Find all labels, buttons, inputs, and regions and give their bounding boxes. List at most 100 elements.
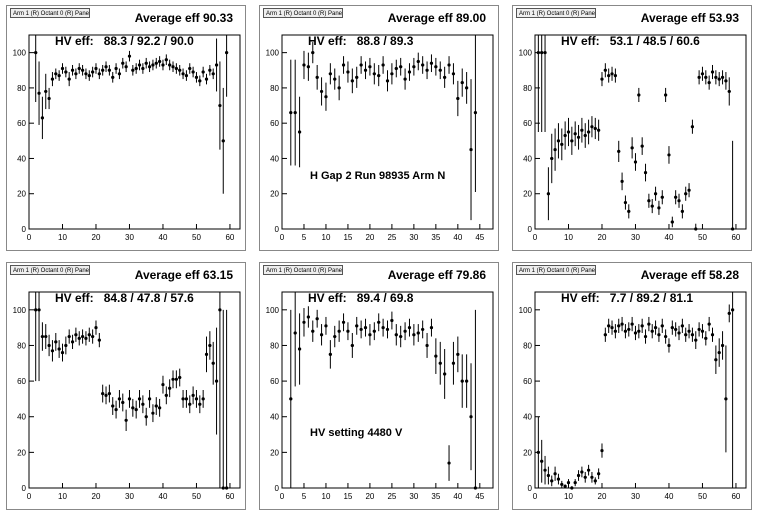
chart-panel: 0 20 40 60 80 100 0 10 20 30 40 50 60 Arm 1 (R) Octan… — [6, 262, 246, 510]
marker — [134, 408, 138, 412]
data-point — [137, 390, 142, 408]
marker — [456, 352, 460, 356]
data-point — [586, 464, 591, 476]
marker — [34, 51, 38, 55]
data-point — [640, 318, 644, 333]
marker — [570, 486, 574, 490]
data-point — [350, 68, 354, 94]
marker — [381, 63, 385, 67]
data-point — [707, 75, 711, 90]
chart-panel: 0 20 40 60 80 100 0 10 20 30 40 50 60 Arm 1 (R) Octan… — [512, 262, 752, 510]
data-point — [350, 332, 354, 358]
data-point — [80, 329, 85, 344]
hv-eff-values: 89.4 / 69.8 — [356, 291, 414, 305]
marker — [77, 66, 81, 71]
marker — [111, 404, 115, 408]
marker — [460, 81, 464, 85]
chart-panel: 0 20 40 60 80 100 0 10 20 30 40 50 60 Arm 1 (R) Octan… — [512, 5, 752, 251]
marker — [704, 75, 708, 79]
marker — [583, 133, 587, 138]
marker — [297, 347, 302, 351]
marker — [566, 130, 571, 134]
marker — [377, 320, 381, 324]
data-point — [643, 163, 648, 182]
marker — [114, 66, 118, 71]
marker — [650, 204, 654, 208]
marker — [607, 324, 611, 328]
data-point — [154, 397, 158, 415]
marker — [717, 77, 721, 81]
marker — [221, 139, 225, 143]
data-point — [407, 63, 412, 81]
marker — [597, 128, 601, 132]
marker — [87, 333, 91, 337]
marker — [416, 59, 420, 64]
data-point — [57, 70, 61, 81]
data-point — [460, 68, 464, 97]
data-point — [536, 416, 540, 488]
hv-eff-caption: HV eff: — [308, 291, 347, 305]
y-tick-label: 100 — [266, 49, 280, 58]
marker — [438, 361, 442, 365]
data-point — [640, 137, 644, 155]
marker — [101, 68, 105, 72]
spacer — [347, 291, 357, 305]
y-tick-label: 0 — [22, 225, 27, 234]
marker — [456, 96, 460, 101]
marker — [57, 347, 61, 351]
marker — [667, 153, 671, 157]
data-point — [302, 50, 306, 80]
data-point — [465, 72, 469, 104]
data-point — [416, 324, 420, 342]
marker — [154, 61, 158, 65]
marker — [97, 338, 101, 342]
plot-frame — [28, 291, 241, 489]
chart-title: Average eff 53.93 — [640, 11, 739, 25]
data-point — [667, 146, 671, 164]
data-point — [57, 340, 61, 358]
marker — [333, 334, 337, 339]
marker — [583, 475, 587, 479]
data-point — [134, 400, 138, 419]
marker — [355, 75, 359, 79]
marker — [697, 75, 701, 79]
marker — [208, 343, 212, 348]
data-point — [151, 404, 155, 423]
chart-title: Average eff 58.28 — [640, 268, 739, 282]
data-point — [700, 66, 705, 81]
data-point — [610, 320, 614, 335]
data-point — [620, 316, 624, 332]
marker — [34, 308, 38, 312]
data-point — [80, 64, 85, 76]
marker — [174, 377, 178, 381]
data-point — [34, 35, 38, 103]
data-point — [297, 313, 302, 385]
data-point — [670, 216, 674, 228]
marker — [637, 329, 641, 333]
x-tick-label: 50 — [698, 233, 707, 242]
x-tick-label: 50 — [698, 492, 707, 501]
marker — [412, 333, 416, 337]
marker — [144, 61, 148, 65]
data-point — [610, 66, 614, 81]
spacer — [94, 291, 104, 305]
marker — [221, 486, 225, 490]
marker — [114, 408, 118, 412]
marker — [67, 77, 71, 81]
x-tick-label: 0 — [280, 492, 285, 501]
marker — [613, 329, 617, 333]
data-point — [429, 54, 434, 73]
marker — [563, 133, 567, 138]
data-point — [158, 398, 162, 417]
marker — [623, 329, 628, 333]
data-point — [333, 68, 337, 90]
marker — [289, 111, 293, 115]
marker — [372, 72, 376, 76]
data-point — [355, 66, 359, 88]
marker — [385, 79, 390, 83]
data-point — [70, 64, 75, 76]
marker — [403, 329, 407, 333]
hv-eff-label: HV eff: 88.3 / 92.2 / 90.0 — [55, 34, 194, 48]
data-point — [727, 304, 731, 323]
data-point — [381, 56, 385, 74]
